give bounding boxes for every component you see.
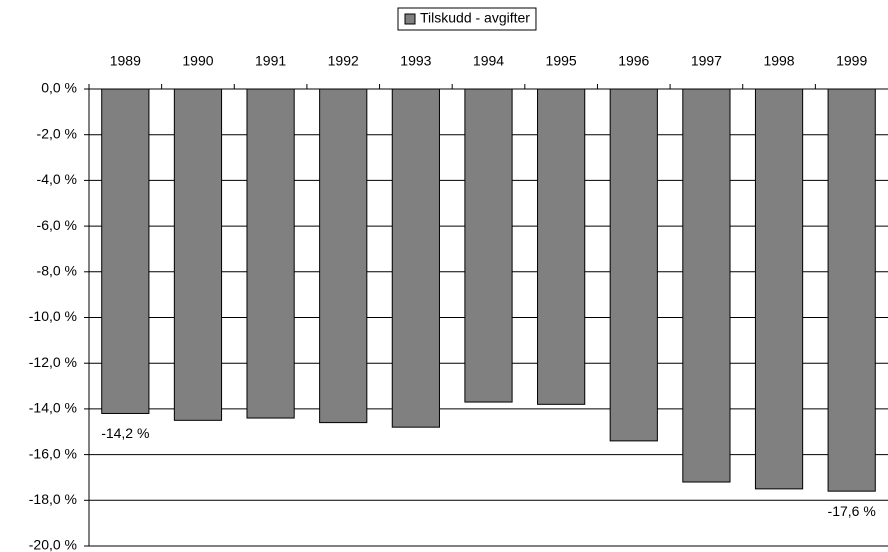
bar [537,88,586,405]
bar [464,88,513,403]
data-label: -17,6 % [828,503,876,519]
x-tick-label: 1991 [255,53,286,69]
y-tick-label: -2,0 % [37,125,77,141]
y-tick-label: -6,0 % [37,217,77,233]
legend-label: Tilskudd - avgifter [420,10,530,26]
bar [246,88,295,419]
x-tick-label: 1996 [618,53,649,69]
y-tick-label: 0,0 % [41,80,77,96]
x-tick-label: 1992 [328,53,359,69]
legend-swatch [404,13,416,25]
x-tick-label: 1989 [110,53,141,69]
bar [101,88,150,414]
x-tick-label: 1990 [182,53,213,69]
y-tick-label: -12,0 % [29,354,77,370]
bar [754,88,804,490]
y-tick-label: -8,0 % [37,263,77,279]
bar [391,88,440,428]
bar [609,88,658,442]
y-tick-label: -16,0 % [29,445,77,461]
x-tick-label: 1997 [691,53,722,69]
y-tick-label: -20,0 % [29,537,77,552]
x-tick-label: 1998 [763,53,794,69]
legend-box [397,7,537,31]
y-tick-label: -10,0 % [29,308,77,324]
x-tick-label: 1995 [546,53,577,69]
y-tick-label: -18,0 % [29,491,77,507]
x-tick-label: 1994 [473,53,504,69]
bar [682,88,731,483]
y-tick-label: -4,0 % [37,171,77,187]
y-tick-label: -14,0 % [29,400,77,416]
x-tick-label: 1999 [836,53,867,69]
x-tick-label: 1993 [400,53,431,69]
bar [319,88,368,424]
bar [827,88,876,492]
bar [173,88,223,421]
data-label: -14,2 % [101,425,149,441]
